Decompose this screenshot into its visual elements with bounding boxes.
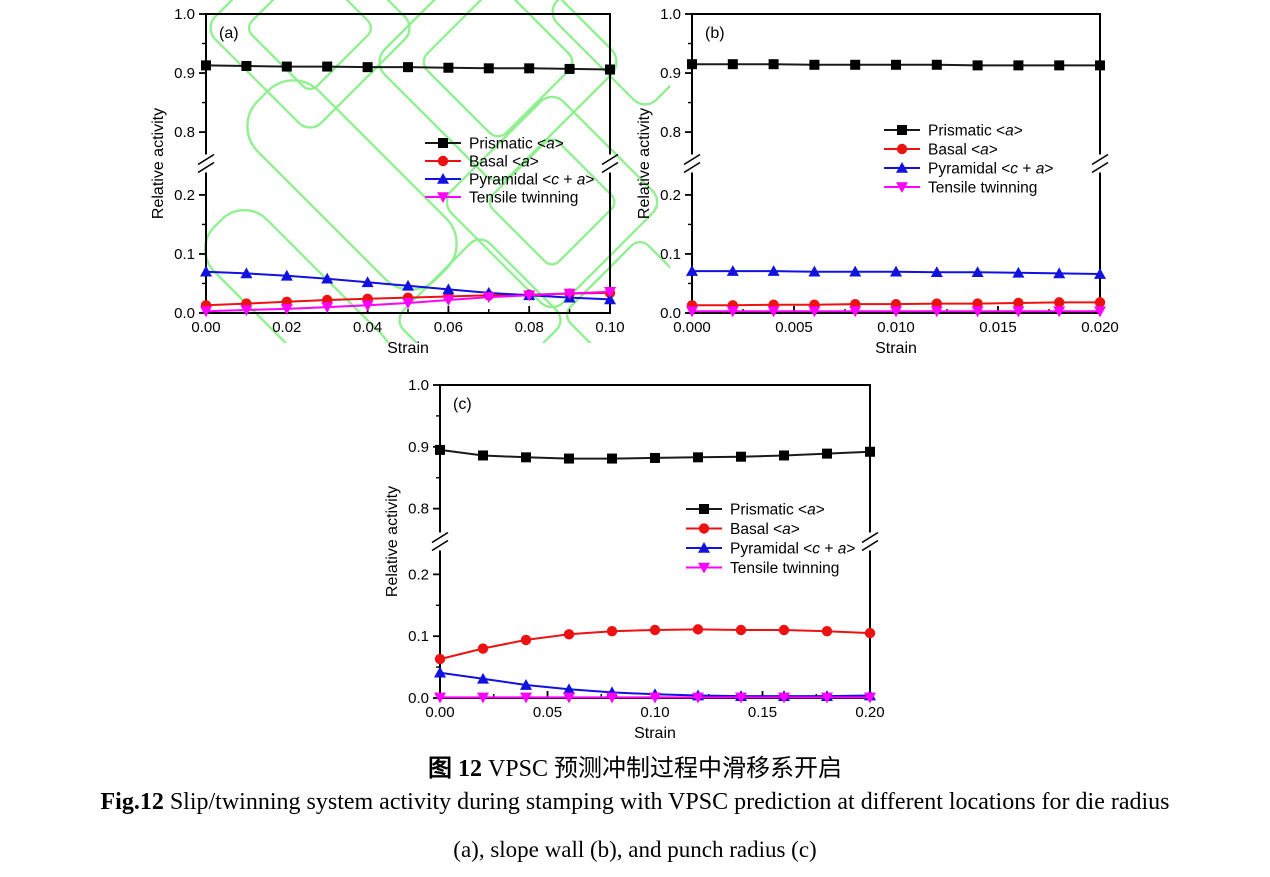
svg-text:0.1: 0.1: [174, 246, 195, 263]
caption-english-text: Slip/twinning system activity during sta…: [163, 789, 1170, 815]
legend-label: Basal <a>: [469, 154, 539, 171]
svg-text:0.2: 0.2: [408, 566, 429, 583]
chart-c: 0.0 0.1 0.2 0.8 0.9 1.0 0.00 0.05 0.10 0.15 0.20 Pr…: [384, 377, 885, 742]
legend-label: Pyramidal <c + a>: [730, 541, 855, 558]
y-axis-title-a: Relative activity: [150, 108, 167, 219]
y-axis-a: 0.0 0.1 0.2 0.8 0.9 1.0: [174, 6, 206, 322]
series-a-square: [201, 60, 615, 75]
watermark-shape: [209, 0, 411, 129]
y-axis-b: 0.0 0.1 0.2 0.8 0.9 1.0: [660, 6, 692, 322]
svg-text:0.9: 0.9: [408, 439, 429, 456]
x-axis-a: 0.00 0.02 0.04 0.06 0.08 0.10: [191, 306, 625, 336]
svg-text:0.08: 0.08: [515, 319, 544, 336]
watermark-shape: [488, 138, 616, 266]
series-b-triangle-down: [686, 306, 1106, 318]
legend-b: Prismatic <a> Basal <a> Pyramidal <c + a> T…: [884, 123, 1053, 197]
svg-text:0.9: 0.9: [174, 65, 195, 82]
svg-text:0.8: 0.8: [408, 501, 429, 518]
series-b-triangle-up: [686, 265, 1106, 279]
y-axis-title-b: Relative activity: [636, 108, 653, 219]
svg-text:0.10: 0.10: [595, 319, 624, 336]
x-axis-title-a: Strain: [387, 340, 429, 357]
legend-label: Tensile twinning: [730, 560, 839, 577]
chart-b: 0.00.10.20.80.91.00.000 0.005 0.010 0.015 0.…: [636, 6, 1119, 357]
svg-text:0.1: 0.1: [660, 246, 681, 263]
watermark-shape: [445, 95, 659, 309]
svg-text:0.10: 0.10: [640, 704, 669, 721]
svg-text:0.8: 0.8: [660, 124, 681, 141]
watermark-shape: [422, 0, 574, 138]
charts-canvas: 0.00.10.20.80.91.00.00 0.02 0.04 0.06 0.08 0.…: [150, 6, 1119, 742]
caption-chinese-text: VPSC 预测冲制过程中滑移系开启: [481, 756, 843, 782]
svg-text:0.015: 0.015: [979, 319, 1017, 336]
svg-text:0.020: 0.020: [1081, 319, 1119, 336]
y-axis-c: 0.0 0.1 0.2 0.8 0.9 1.0: [408, 377, 440, 707]
legend-label: Tensile twinning: [928, 180, 1037, 197]
svg-text:1.0: 1.0: [408, 377, 429, 394]
watermark-shape: [247, 0, 373, 91]
panel-label-a: (a): [219, 25, 239, 42]
svg-text:0.06: 0.06: [434, 319, 463, 336]
plot-frame-a: [205, 13, 611, 314]
y-axis-title-c: Relative activity: [384, 486, 401, 597]
svg-text:0.0: 0.0: [408, 690, 429, 707]
series-c-triangle-down: [434, 692, 876, 704]
svg-text:0.8: 0.8: [174, 124, 195, 141]
legend-label: Prismatic <a>: [469, 136, 564, 153]
legend-label: Tensile twinning: [469, 190, 578, 207]
svg-text:0.15: 0.15: [748, 704, 777, 721]
caption-chinese-number: 图 12: [427, 756, 482, 782]
x-axis-b: 0.000 0.005 0.010 0.015 0.020: [673, 306, 1119, 336]
legend-label: Prismatic <a>: [928, 123, 1023, 140]
panel-label-b: (b): [705, 25, 725, 42]
svg-text:1.0: 1.0: [660, 6, 681, 23]
legend-label: Basal <a>: [730, 521, 800, 538]
series-c-square: [435, 444, 875, 464]
watermark-shape: [398, 238, 562, 343]
watermark-shape: [565, 240, 670, 343]
caption-chinese: 图 12 VPSC 预测冲制过程中滑移系开启: [0, 748, 1270, 783]
x-axis-title-b: Strain: [875, 340, 917, 357]
svg-text:0.05: 0.05: [533, 704, 562, 721]
caption-english: Fig.12 Slip/twinning system activity dur…: [0, 789, 1270, 816]
svg-text:0.1: 0.1: [408, 628, 429, 645]
series-a-triangle-down: [200, 286, 616, 318]
svg-text:0.010: 0.010: [877, 319, 915, 336]
svg-text:0.2: 0.2: [660, 187, 681, 204]
panel-label-c: (c): [453, 396, 472, 413]
caption-english-number: Fig.12: [100, 789, 164, 815]
svg-text:0.2: 0.2: [174, 187, 195, 204]
caption-english-line2: (a), slope wall (b), and punch radius (c…: [453, 837, 817, 862]
series-c-circle: [434, 624, 876, 665]
svg-text:0.9: 0.9: [660, 65, 681, 82]
watermark-shape: [378, 0, 618, 182]
svg-text:0.04: 0.04: [353, 319, 382, 336]
svg-text:0.20: 0.20: [855, 704, 884, 721]
legend-label: Pyramidal <c + a>: [928, 161, 1053, 178]
legend-label: Prismatic <a>: [730, 502, 825, 519]
svg-text:0.000: 0.000: [673, 319, 711, 336]
watermark-canvas: [203, 0, 670, 343]
svg-text:0.005: 0.005: [775, 319, 813, 336]
svg-text:0.0: 0.0: [660, 305, 681, 322]
svg-text:0.02: 0.02: [272, 319, 301, 336]
svg-text:0.0: 0.0: [174, 305, 195, 322]
svg-text:0.00: 0.00: [191, 319, 220, 336]
x-axis-title-c: Strain: [634, 725, 676, 742]
svg-text:0.00: 0.00: [425, 704, 454, 721]
svg-text:1.0: 1.0: [174, 6, 195, 23]
legend-c: Prismatic <a> Basal <a> Pyramidal <c + a> T…: [686, 502, 855, 577]
legend-label: Pyramidal <c + a>: [469, 172, 594, 189]
watermark-pattern: [140, 0, 670, 343]
chart-a: 0.00.10.20.80.91.00.00 0.02 0.04 0.06 0.08 0.…: [150, 6, 625, 357]
legend-label: Basal <a>: [928, 142, 998, 159]
series-b-square: [687, 59, 1105, 71]
watermark-shape: [203, 208, 393, 343]
watermark-shape: [551, 0, 670, 106]
legend-a: Prismatic <a>Basal <a>Pyramidal <c + a>T…: [425, 136, 594, 207]
